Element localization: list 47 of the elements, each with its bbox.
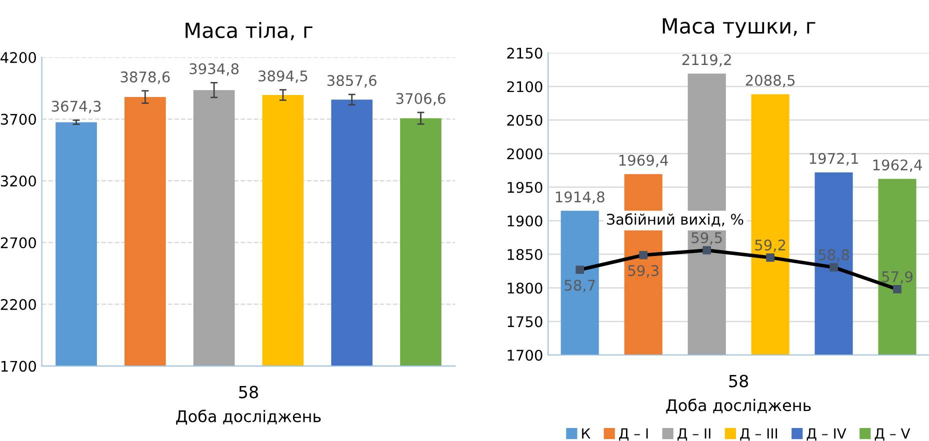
data-label: 3934,8 [190, 63, 239, 76]
chart-title: Маса тушки, г [662, 18, 816, 38]
data-label: 1914,8 [556, 191, 604, 204]
data-label: 58,8 [818, 249, 850, 262]
y-tick-label: 1800 [508, 282, 542, 294]
y-tick-label: 4200 [0, 52, 36, 64]
legend-label: К [582, 428, 590, 438]
y-tick-label: 1750 [508, 316, 542, 328]
y-tick-label: 3700 [0, 114, 36, 125]
data-label: 1969,4 [619, 154, 668, 168]
y-tick-label: 2100 [507, 81, 542, 92]
data-label: 1972,1 [810, 152, 858, 166]
data-label: 57,9 [882, 271, 912, 284]
data-label: 3706,6 [396, 93, 446, 106]
x-tick-label: 58 [729, 374, 748, 388]
y-tick-label: 2000 [507, 148, 542, 160]
chart-title: Маса тіла, г [186, 22, 312, 40]
y-tick-label: 1900 [508, 215, 542, 226]
data-label: 3857,6 [327, 75, 376, 88]
x-tick-label: 58 [239, 386, 258, 398]
data-label: 59,2 [755, 240, 786, 252]
data-label: 2119,2 [682, 54, 731, 67]
data-label: 3878,6 [120, 71, 170, 84]
y-tick-label: 1700 [1, 360, 36, 372]
y-tick-label: 2150 [507, 48, 542, 59]
y-tick-label: 3200 [0, 176, 36, 187]
y-tick-label: 1950 [508, 182, 542, 193]
data-label: 2088,5 [746, 74, 795, 88]
data-label: 3894,5 [258, 70, 308, 83]
legend-label: Д – V [874, 428, 910, 441]
x-axis-title: Доба досліджень [176, 410, 321, 425]
x-axis-title: Доба досліджень [666, 398, 811, 414]
legend-label: Д – IV [806, 428, 846, 441]
y-tick-label: 2050 [507, 114, 542, 126]
legend-label: Д – I [619, 428, 648, 441]
y-tick-label: 2200 [0, 299, 36, 310]
legend-label: Д – III [740, 428, 778, 441]
data-label: 58,7 [564, 280, 595, 292]
data-label: 1962,4 [873, 159, 922, 172]
data-label: 59,3 [628, 265, 658, 278]
data-label: 59,5 [692, 232, 722, 245]
data-label: 3674,3 [52, 100, 101, 114]
legend-label: Д – II [678, 428, 710, 441]
y-tick-label: 1700 [508, 350, 542, 361]
y-tick-label: 2700 [0, 237, 36, 248]
series-label: Забійний вихід, % [607, 213, 744, 227]
y-tick-label: 1850 [508, 249, 542, 260]
